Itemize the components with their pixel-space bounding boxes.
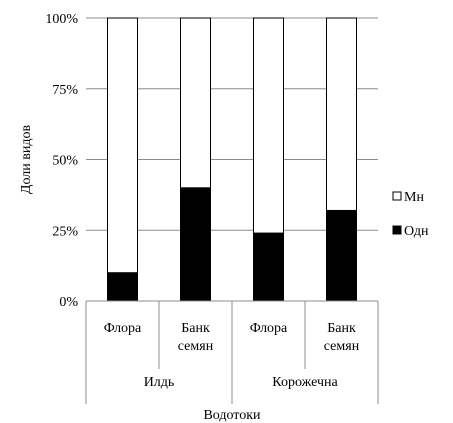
x-axis-title: Водотоки	[203, 408, 261, 423]
category-label: Флора	[104, 321, 142, 336]
legend: Мн Одн	[392, 190, 429, 239]
y-tick-label: 75%	[52, 83, 78, 98]
y-tick-label: 25%	[52, 224, 78, 239]
bar-segment	[107, 17, 138, 274]
bar-segment	[107, 272, 138, 302]
bar-segment	[253, 17, 284, 234]
category-label: Флора	[250, 321, 288, 336]
bar-segment	[326, 17, 357, 211]
bar-segment	[326, 209, 357, 302]
y-tick-labels: 0% 25% 50% 75% 100%	[45, 12, 78, 310]
category-label: Банк семян	[178, 321, 214, 354]
bar-segment	[180, 187, 211, 302]
bars	[107, 17, 357, 302]
x-axis: Флора Банк семян Флора Банк семян Илдь Корожечн…	[85, 300, 379, 404]
y-axis-title: Доли видов	[19, 125, 34, 195]
category-label: Банк семян	[324, 321, 360, 354]
y-tick-label: 100%	[45, 12, 78, 27]
y-tick-label: 50%	[52, 154, 78, 169]
group-label: Корожечна	[272, 375, 338, 390]
group-label: Илдь	[144, 375, 175, 390]
bar-segment	[253, 232, 284, 302]
legend-swatch	[392, 191, 402, 201]
legend-label: Мн	[404, 190, 424, 205]
bar-segment	[180, 17, 211, 189]
legend-label: Одн	[404, 224, 429, 239]
legend-swatch	[392, 225, 402, 235]
y-tick-label: 0%	[59, 295, 78, 310]
